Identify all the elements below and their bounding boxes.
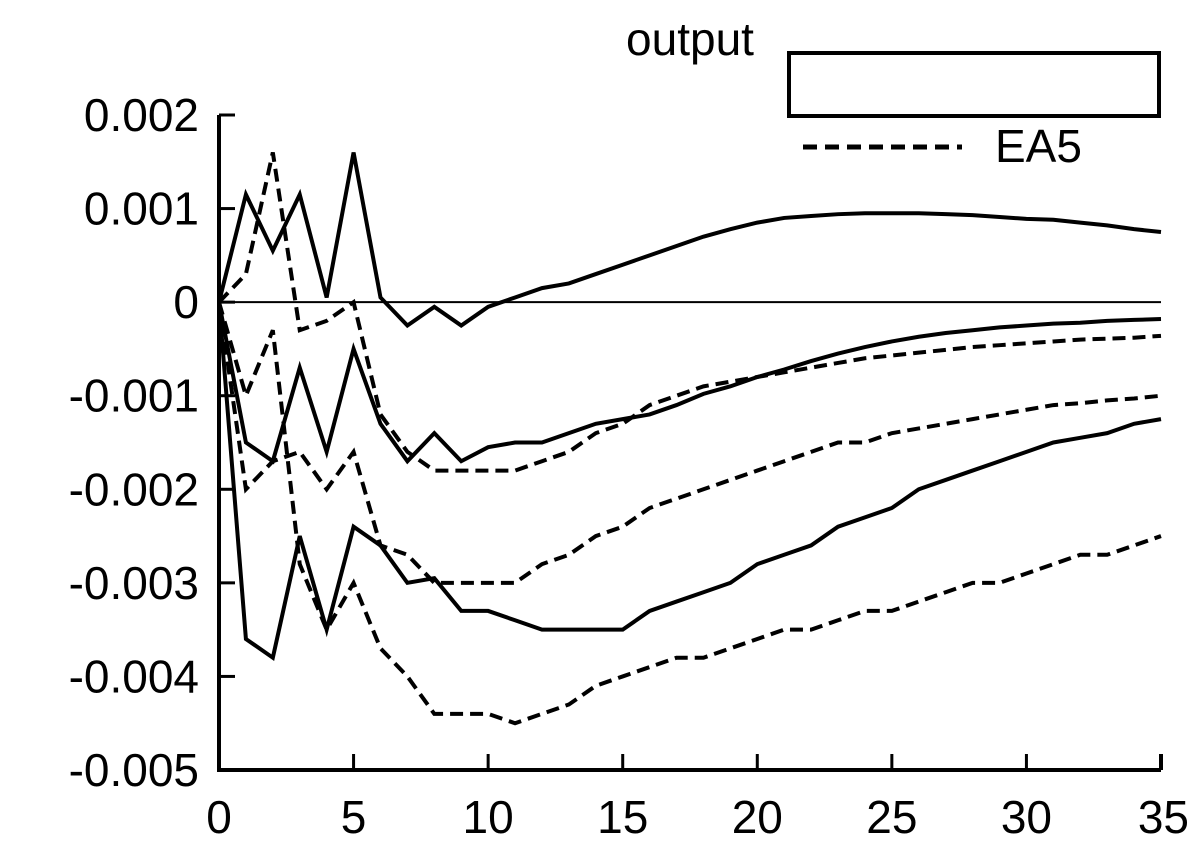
legend-swatch-solid bbox=[787, 51, 1161, 118]
x-tick-label: 5 bbox=[341, 791, 367, 843]
x-tick-label: 20 bbox=[732, 791, 783, 843]
y-tick-label: 0.002 bbox=[84, 89, 199, 141]
y-tick-labels: 0.002 0.001 0 -0.001 -0.002 -0.003 -0.004 -0.00… bbox=[69, 89, 199, 796]
chart-title: output bbox=[626, 13, 754, 65]
series-line-ea5-3 bbox=[217, 151, 1162, 473]
y-tick-label: -0.003 bbox=[69, 557, 199, 609]
x-tick-label: 25 bbox=[866, 791, 917, 843]
y-tick-label: -0.004 bbox=[69, 650, 199, 702]
y-tick-label: -0.005 bbox=[69, 744, 199, 796]
series-line-ea5-5 bbox=[217, 301, 1162, 726]
x-tick-label: 10 bbox=[463, 791, 514, 843]
y-tick-label: 0 bbox=[173, 276, 199, 328]
series-line-solid-2 bbox=[217, 301, 1162, 662]
x-tick-label: 15 bbox=[597, 791, 648, 843]
y-tick-label: 0.001 bbox=[84, 183, 199, 235]
series-line-ea5-4 bbox=[217, 301, 1162, 585]
x-tick-labels: 0 5 10 15 20 25 30 35 bbox=[206, 791, 1189, 843]
axes bbox=[217, 113, 1163, 772]
x-tick-label: 35 bbox=[1138, 791, 1189, 843]
y-tick-label: -0.002 bbox=[69, 463, 199, 515]
series-layer bbox=[217, 151, 1162, 726]
series-line-solid-0 bbox=[217, 152, 1162, 329]
series-line-solid-1 bbox=[217, 301, 1162, 465]
y-tick-label: -0.001 bbox=[69, 370, 199, 422]
legend-label-ea5: EA5 bbox=[995, 120, 1082, 172]
x-tick-label: 30 bbox=[1001, 791, 1052, 843]
legend: EA5 bbox=[787, 51, 1161, 172]
x-tick-label: 0 bbox=[206, 791, 232, 843]
